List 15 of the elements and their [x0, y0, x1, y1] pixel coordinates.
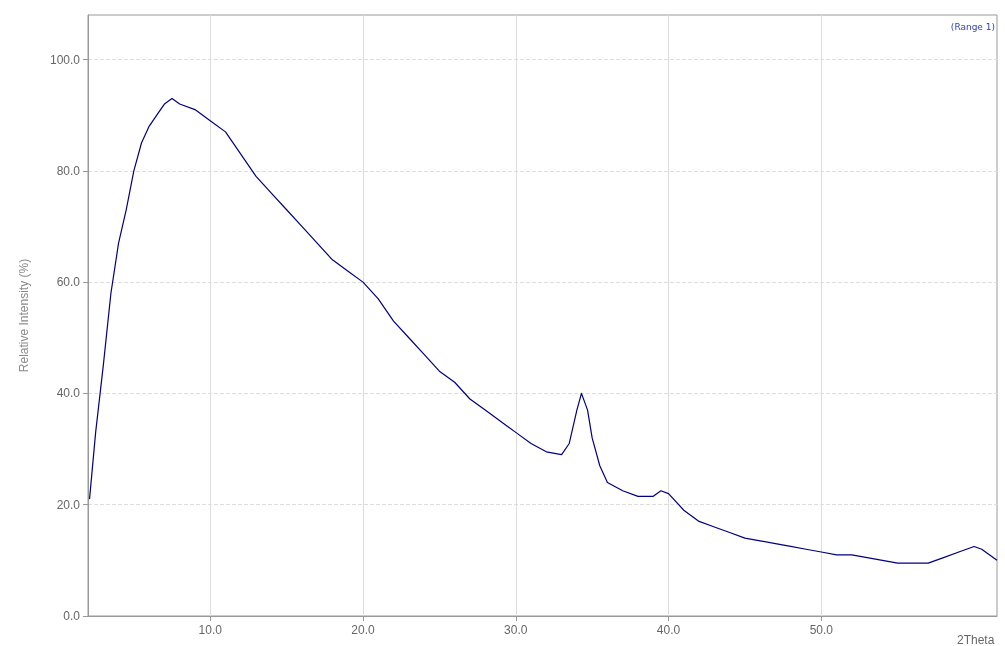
line-series: [88, 97, 998, 564]
y-tick-label: 60.0: [56, 275, 81, 290]
y-tick-label: 80.0: [56, 163, 81, 178]
x-axis-title: 2Theta: [957, 633, 995, 646]
x-tick-label: 30.0: [504, 623, 528, 637]
x-tick-label: 10.0: [198, 623, 223, 637]
y-tick-label: 100.0: [49, 52, 81, 67]
y-tick-label: 40.0: [56, 386, 81, 401]
y-tick-label: 20.0: [56, 497, 81, 512]
x-tick-label: 40.0: [656, 623, 681, 637]
annotation: (Range 1): [950, 21, 996, 32]
x-tick-label: 20.0: [351, 623, 375, 637]
y-tick-label: 0.0: [63, 609, 81, 623]
x-tick-label: 50.0: [809, 623, 834, 637]
y-axis-title: Relative Intensity (%): [17, 258, 31, 373]
